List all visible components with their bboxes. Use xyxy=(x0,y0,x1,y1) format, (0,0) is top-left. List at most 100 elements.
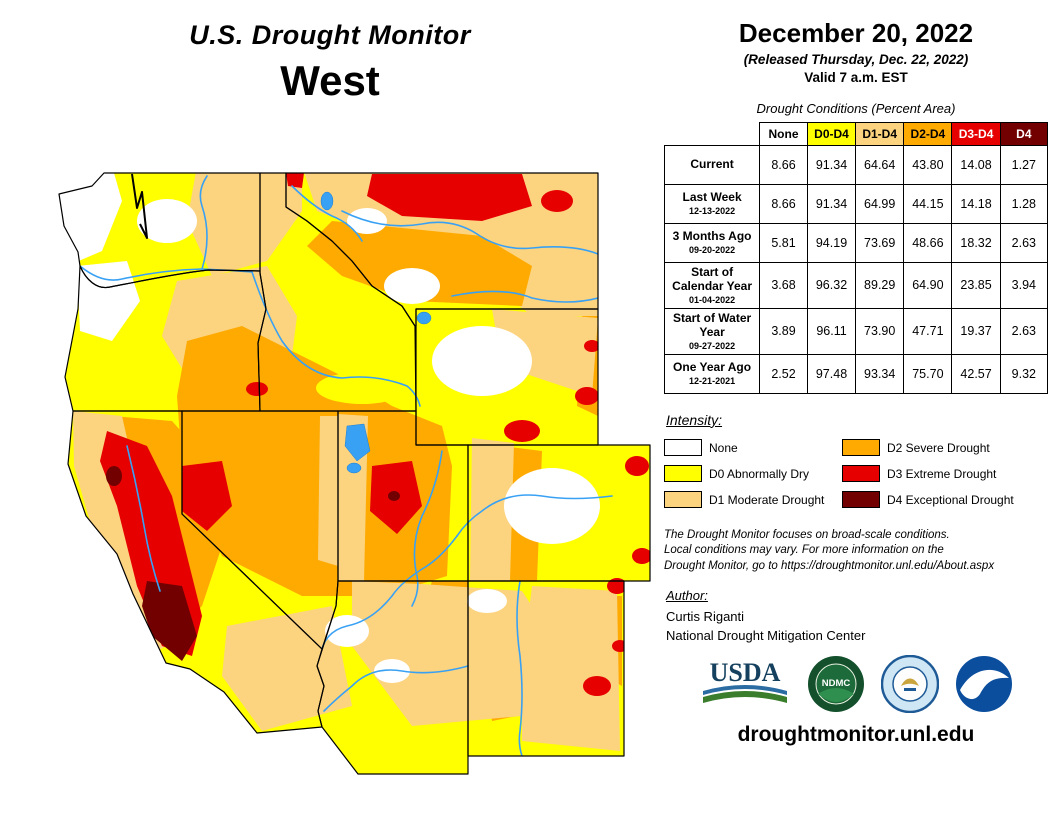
cell-value: 96.32 xyxy=(806,262,857,309)
legend-label: D3 Extreme Drought xyxy=(887,466,997,481)
table-corner-cell xyxy=(664,122,760,146)
column-header-none: None xyxy=(759,122,808,146)
row-label: Start of Calendar Year 01-04-2022 xyxy=(663,262,761,309)
cell-value: 2.63 xyxy=(999,307,1049,355)
drought-fill-layer xyxy=(59,173,650,774)
cell-value: 91.34 xyxy=(806,184,857,224)
cell-value: 23.85 xyxy=(951,262,1001,309)
state-border-colorado xyxy=(467,444,651,582)
table-row: Start of Calendar Year 01-04-2022 3.68 96… xyxy=(663,262,1049,309)
legend-swatch-none xyxy=(664,439,702,457)
legend-label: D4 Exceptional Drought xyxy=(887,492,1014,507)
legend-item-d3: D3 Extreme Drought xyxy=(842,462,1048,486)
row-label: One Year Ago 12-21-2021 xyxy=(663,353,761,394)
row-label-text: One Year Ago xyxy=(673,360,752,375)
legend-swatch-d0 xyxy=(664,465,702,483)
west-drought-map xyxy=(52,166,652,786)
ndmc-logo-text: NDMC xyxy=(822,678,851,689)
author-heading: Author: xyxy=(666,588,708,604)
cell-value: 14.18 xyxy=(951,184,1001,224)
disclaimer-line: The Drought Monitor focuses on broad-sca… xyxy=(664,528,950,541)
author-organization: National Drought Mitigation Center xyxy=(666,628,866,644)
state-border-new-mexico xyxy=(467,580,625,757)
row-label: Start of Water Year 09-27-2022 xyxy=(663,307,761,355)
column-header-d3d4: D3-D4 xyxy=(951,122,1001,146)
ndmc-hill-graphic xyxy=(818,688,854,703)
legend-swatch-d3 xyxy=(842,465,880,483)
cell-value: 73.69 xyxy=(855,223,905,263)
cell-value: 73.90 xyxy=(855,307,905,355)
cell-value: 5.81 xyxy=(759,223,808,263)
cell-value: 8.66 xyxy=(759,145,808,185)
conditions-table-title: Drought Conditions (Percent Area) xyxy=(756,101,956,116)
page-title: U.S. Drought Monitor xyxy=(189,20,471,50)
cell-value: 44.15 xyxy=(903,184,953,224)
usda-swoosh-green xyxy=(703,691,787,704)
author-name: Curtis Riganti xyxy=(666,609,745,625)
cell-value: 47.71 xyxy=(903,307,953,355)
table-row: One Year Ago 12-21-2021 2.52 97.48 93.34 … xyxy=(663,353,1049,394)
disclaimer-line: Drought Monitor, go to https://droughtmo… xyxy=(664,559,995,572)
intensity-legend: None D0 Abnormally Dry D1 Moderate Droug… xyxy=(664,436,1048,512)
cell-value: 64.90 xyxy=(903,262,953,309)
legend-item-d1: D1 Moderate Drought xyxy=(664,488,842,512)
legend-swatch-d1 xyxy=(664,491,702,509)
row-sublabel: 12-21-2021 xyxy=(689,376,736,387)
lakes xyxy=(320,191,432,474)
table-row: Start of Water Year 09-27-2022 3.89 96.11… xyxy=(663,307,1049,355)
cell-value: 75.70 xyxy=(903,353,953,394)
legend-item-d0: D0 Abnormally Dry xyxy=(664,462,842,486)
table-row: Last Week 12-13-2022 8.66 91.34 64.99 44.… xyxy=(663,184,1049,224)
row-label-text: 3 Months Ago xyxy=(672,229,752,244)
noaa-bird-graphic xyxy=(960,670,1009,700)
legend-label: None xyxy=(709,440,738,455)
usda-swoosh-blue xyxy=(703,685,787,696)
agency-logos: USDA NDMC xyxy=(664,655,1048,714)
legend-label: D2 Severe Drought xyxy=(887,440,990,455)
legend-swatch-d2 xyxy=(842,439,880,457)
column-header-d4: D4 xyxy=(999,122,1049,146)
ndmc-logo: NDMC xyxy=(808,656,864,713)
usda-logo-text: USDA xyxy=(710,658,781,687)
cell-value: 97.48 xyxy=(806,353,857,394)
cell-value: 64.99 xyxy=(855,184,905,224)
column-header-d1d4: D1-D4 xyxy=(855,122,905,146)
row-label-text: Start of Calendar Year xyxy=(672,265,752,293)
cell-value: 9.32 xyxy=(999,353,1049,394)
table-row: 3 Months Ago 09-20-2022 5.81 94.19 73.69 … xyxy=(663,223,1049,263)
map-date: December 20, 2022 xyxy=(738,18,974,48)
info-panel: December 20, 2022 (Released Thursday, De… xyxy=(663,18,1049,747)
cell-value: 8.66 xyxy=(759,184,808,224)
cell-value: 94.19 xyxy=(806,223,857,263)
disclaimer-line: Local conditions may vary. For more info… xyxy=(664,544,944,557)
row-label-text: Last Week xyxy=(682,190,742,205)
row-sublabel: 09-20-2022 xyxy=(689,245,736,256)
cell-value: 14.08 xyxy=(951,145,1001,185)
legend-swatch-d4 xyxy=(842,491,880,509)
row-label-text: Start of Water Year xyxy=(672,310,752,339)
usda-logo: USDA xyxy=(703,658,787,704)
intensity-heading: Intensity: xyxy=(666,411,723,428)
puget-sound xyxy=(131,173,148,239)
commerce-seal-logo xyxy=(881,655,939,714)
noaa-logo xyxy=(956,656,1012,713)
cell-value: 93.34 xyxy=(855,353,905,394)
drought-conditions-table: None D0-D4 D1-D4 D2-D4 D3-D4 D4 Current … xyxy=(663,122,1049,394)
state-borders xyxy=(58,172,651,775)
column-header-d2d4: D2-D4 xyxy=(903,122,953,146)
row-sublabel: 01-04-2022 xyxy=(689,294,736,305)
legend-label: D0 Abnormally Dry xyxy=(709,466,810,481)
valid-time: Valid 7 a.m. EST xyxy=(804,70,908,85)
cell-value: 96.11 xyxy=(806,307,857,355)
cell-value: 48.66 xyxy=(903,223,953,263)
disclaimer-text: The Drought Monitor focuses on broad-sca… xyxy=(664,528,1048,575)
title-block: U.S. Drought Monitor West xyxy=(60,20,600,105)
cell-value: 2.63 xyxy=(999,223,1049,263)
legend-item-d4: D4 Exceptional Drought xyxy=(842,488,1048,512)
drought-map-svg xyxy=(58,172,651,775)
row-sublabel: 09-27-2022 xyxy=(689,340,736,351)
released-date: (Released Thursday, Dec. 22, 2022) xyxy=(743,52,969,67)
row-label: 3 Months Ago 09-20-2022 xyxy=(663,223,761,263)
row-label: Last Week 12-13-2022 xyxy=(663,184,761,224)
